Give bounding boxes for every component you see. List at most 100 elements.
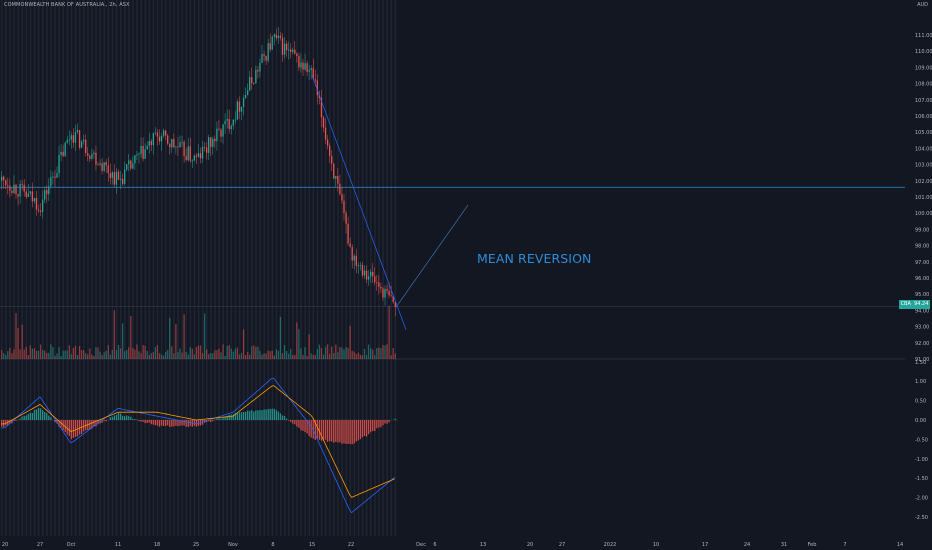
volume-bar <box>152 352 154 359</box>
candle-body <box>87 152 89 156</box>
macd-histogram-bar <box>378 420 380 428</box>
candle-body <box>314 79 316 81</box>
volume-bar <box>283 345 286 359</box>
price-axis-area <box>905 0 932 550</box>
candle-body <box>29 191 31 194</box>
macd-histogram-bar <box>210 420 212 422</box>
volume-bar <box>105 350 107 359</box>
volume-bar <box>191 348 193 359</box>
candle-body <box>216 128 218 142</box>
volume-bar <box>378 347 380 359</box>
session-stripe <box>370 0 372 536</box>
volume-bar <box>177 352 179 359</box>
session-stripe <box>214 0 216 536</box>
time-tick-label: Oct <box>67 542 76 548</box>
candle-body <box>273 34 275 37</box>
macd-histogram-bar <box>193 420 195 426</box>
macd-histogram-bar <box>224 416 226 420</box>
macd-histogram-bar <box>312 420 314 439</box>
macd-histogram-bar <box>310 420 312 438</box>
session-stripe <box>230 0 233 536</box>
volume-bar <box>187 354 189 359</box>
macd-histogram-bar <box>251 410 253 420</box>
volume-bar <box>388 305 390 359</box>
volume-bar <box>132 347 134 359</box>
candle-body <box>111 172 113 178</box>
candle-body <box>160 135 163 142</box>
candle-body <box>119 178 122 180</box>
volume-bar <box>238 354 241 359</box>
candle-body <box>21 183 23 185</box>
candle-body <box>232 119 234 126</box>
candle-body <box>244 94 247 99</box>
session-stripe <box>288 0 290 536</box>
volume-bar <box>148 354 150 359</box>
candle-body <box>218 128 220 130</box>
candle-body <box>312 68 314 80</box>
macd-histogram-bar <box>21 416 23 420</box>
candle-body <box>15 184 17 195</box>
volume-bar <box>218 348 220 359</box>
candle-body <box>85 139 87 153</box>
candle-body <box>76 130 79 132</box>
time-tick-label: 22 <box>348 542 354 548</box>
volume-bar <box>232 351 234 359</box>
candles <box>1 27 396 317</box>
volume-bar <box>162 355 165 359</box>
volume-bar <box>121 323 124 359</box>
time-tick-label: Nov <box>228 542 238 548</box>
candle-body <box>206 147 208 153</box>
candle-body <box>392 295 394 303</box>
session-stripe <box>115 0 118 536</box>
macd-histogram-bar <box>179 420 181 426</box>
volume-bar <box>271 350 273 359</box>
volume-bar <box>249 354 251 359</box>
session-stripe <box>259 0 261 536</box>
candle-body <box>146 145 148 150</box>
candle-body <box>290 49 292 52</box>
session-stripe <box>185 0 188 536</box>
candle-body <box>355 255 357 266</box>
candle-body <box>99 163 101 165</box>
candle-body <box>283 43 286 55</box>
volume-bar <box>343 349 345 359</box>
mean-reversion-annotation[interactable]: MEAN REVERSION <box>477 251 592 266</box>
price-tick-label: 101.00 <box>915 195 932 201</box>
macd-tick-label: -2.00 <box>915 496 928 502</box>
candle-body <box>23 184 25 192</box>
macd-histogram-bar <box>91 420 93 429</box>
volume-bar <box>261 354 263 359</box>
macd-histogram-bar <box>359 420 362 440</box>
macd-histogram-bar <box>201 420 204 425</box>
candle-body <box>357 265 359 267</box>
macd-histogram-bar <box>31 412 34 420</box>
session-stripe <box>136 0 138 536</box>
volume-bar <box>208 354 210 359</box>
candle-body <box>27 193 29 197</box>
macd-histogram-bar <box>314 420 316 440</box>
candle-body <box>9 185 11 191</box>
candle-body <box>193 155 195 161</box>
session-stripe <box>124 0 126 536</box>
volume-bar <box>183 314 185 359</box>
price-tick-label: 109.00 <box>915 65 932 71</box>
candle-body <box>335 175 337 179</box>
session-stripe <box>251 0 253 536</box>
session-stripe <box>25 0 28 536</box>
session-stripe <box>17 0 19 536</box>
macd-histogram-bar <box>173 420 175 427</box>
macd-histogram-bar <box>372 420 374 431</box>
macd-histogram-bar <box>160 420 163 426</box>
candle-body <box>134 155 136 164</box>
volume-bar <box>140 353 142 359</box>
volume-bar <box>156 345 159 359</box>
macd-histogram-bar <box>285 418 288 420</box>
volume-bar <box>339 346 341 359</box>
macd-histogram-bar <box>343 420 345 444</box>
macd-histogram-bar <box>37 407 40 420</box>
candle-body <box>376 282 378 284</box>
candle-body <box>197 153 200 157</box>
macd-histogram-bar <box>152 420 154 425</box>
